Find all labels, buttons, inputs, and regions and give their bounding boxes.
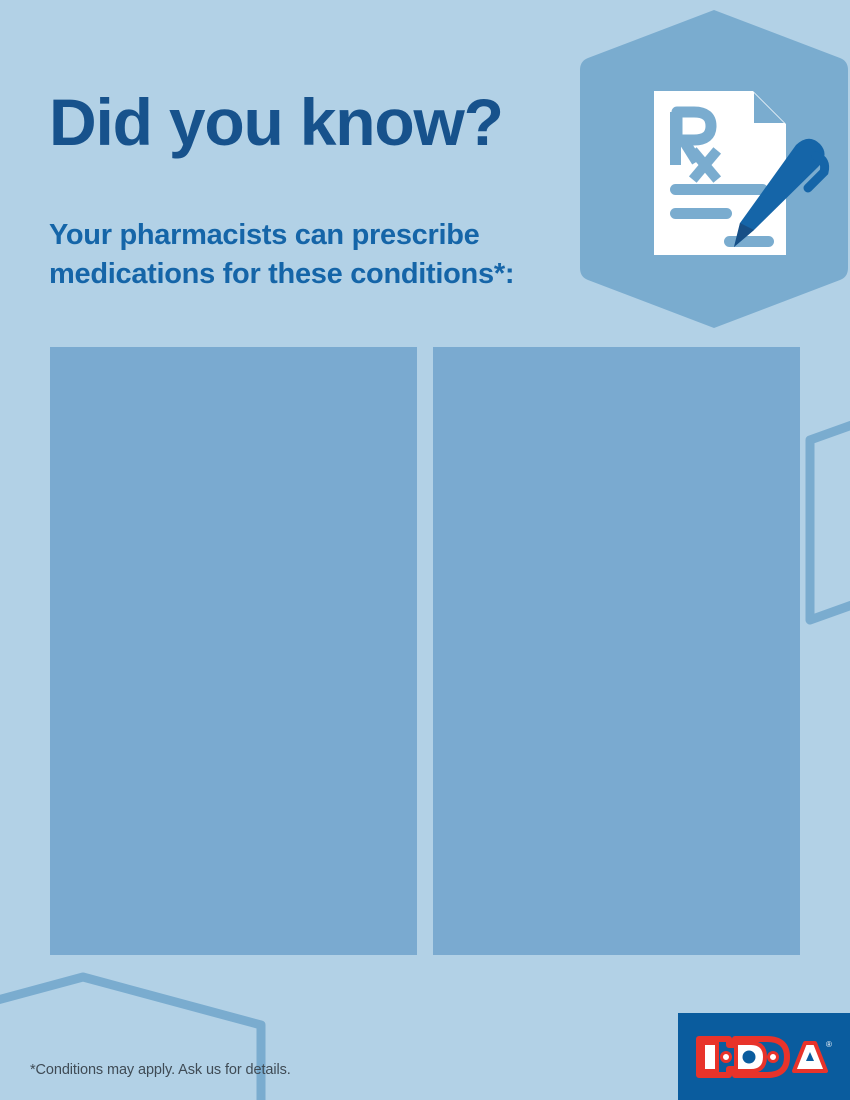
document-signature-line [724,236,774,247]
page-subtitle: Your pharmacists can prescribe medicatio… [49,216,609,294]
ida-letter-d-counter [742,1050,756,1064]
document-text-line-1 [670,184,768,195]
rx-symbol-x-stroke-2 [688,147,722,183]
rx-prescription-hexagon-icon [580,10,848,328]
content-panel-left[interactable] [50,347,417,955]
pen-clip [803,151,830,193]
ida-letters-group [696,1036,828,1078]
pen-icon [734,138,825,247]
subtitle-line-1: Your pharmacists can prescribe [49,219,480,251]
content-panel-right[interactable] [433,347,800,955]
ida-letter-i [701,1041,719,1073]
page-title: Did you know? [49,85,504,159]
ida-separator-dot-1 [720,1051,732,1063]
subtitle-colon: : [504,258,515,290]
rx-symbol-r-bowl [671,106,717,146]
pen-nib [734,223,754,247]
ida-separator-dot-2 [767,1051,779,1063]
document-text-line-2 [670,208,732,219]
hexagon-outline-bottom-left [0,972,266,1100]
ida-trademark: ® [826,1040,832,1049]
footnote-text: *Conditions may apply. Ask us for detail… [30,1062,291,1078]
ida-logo-mark: ® [696,1036,832,1078]
subtitle-asterisk: * [493,258,505,290]
document-corner-fold-shade [754,93,784,123]
ida-letter-a-counter [806,1052,814,1061]
subtitle-line-2: medications for these conditions [49,258,494,290]
ida-logo: ® [678,1013,850,1100]
hexagon-outline-right-edge [805,420,850,625]
ida-outline [696,1036,790,1078]
